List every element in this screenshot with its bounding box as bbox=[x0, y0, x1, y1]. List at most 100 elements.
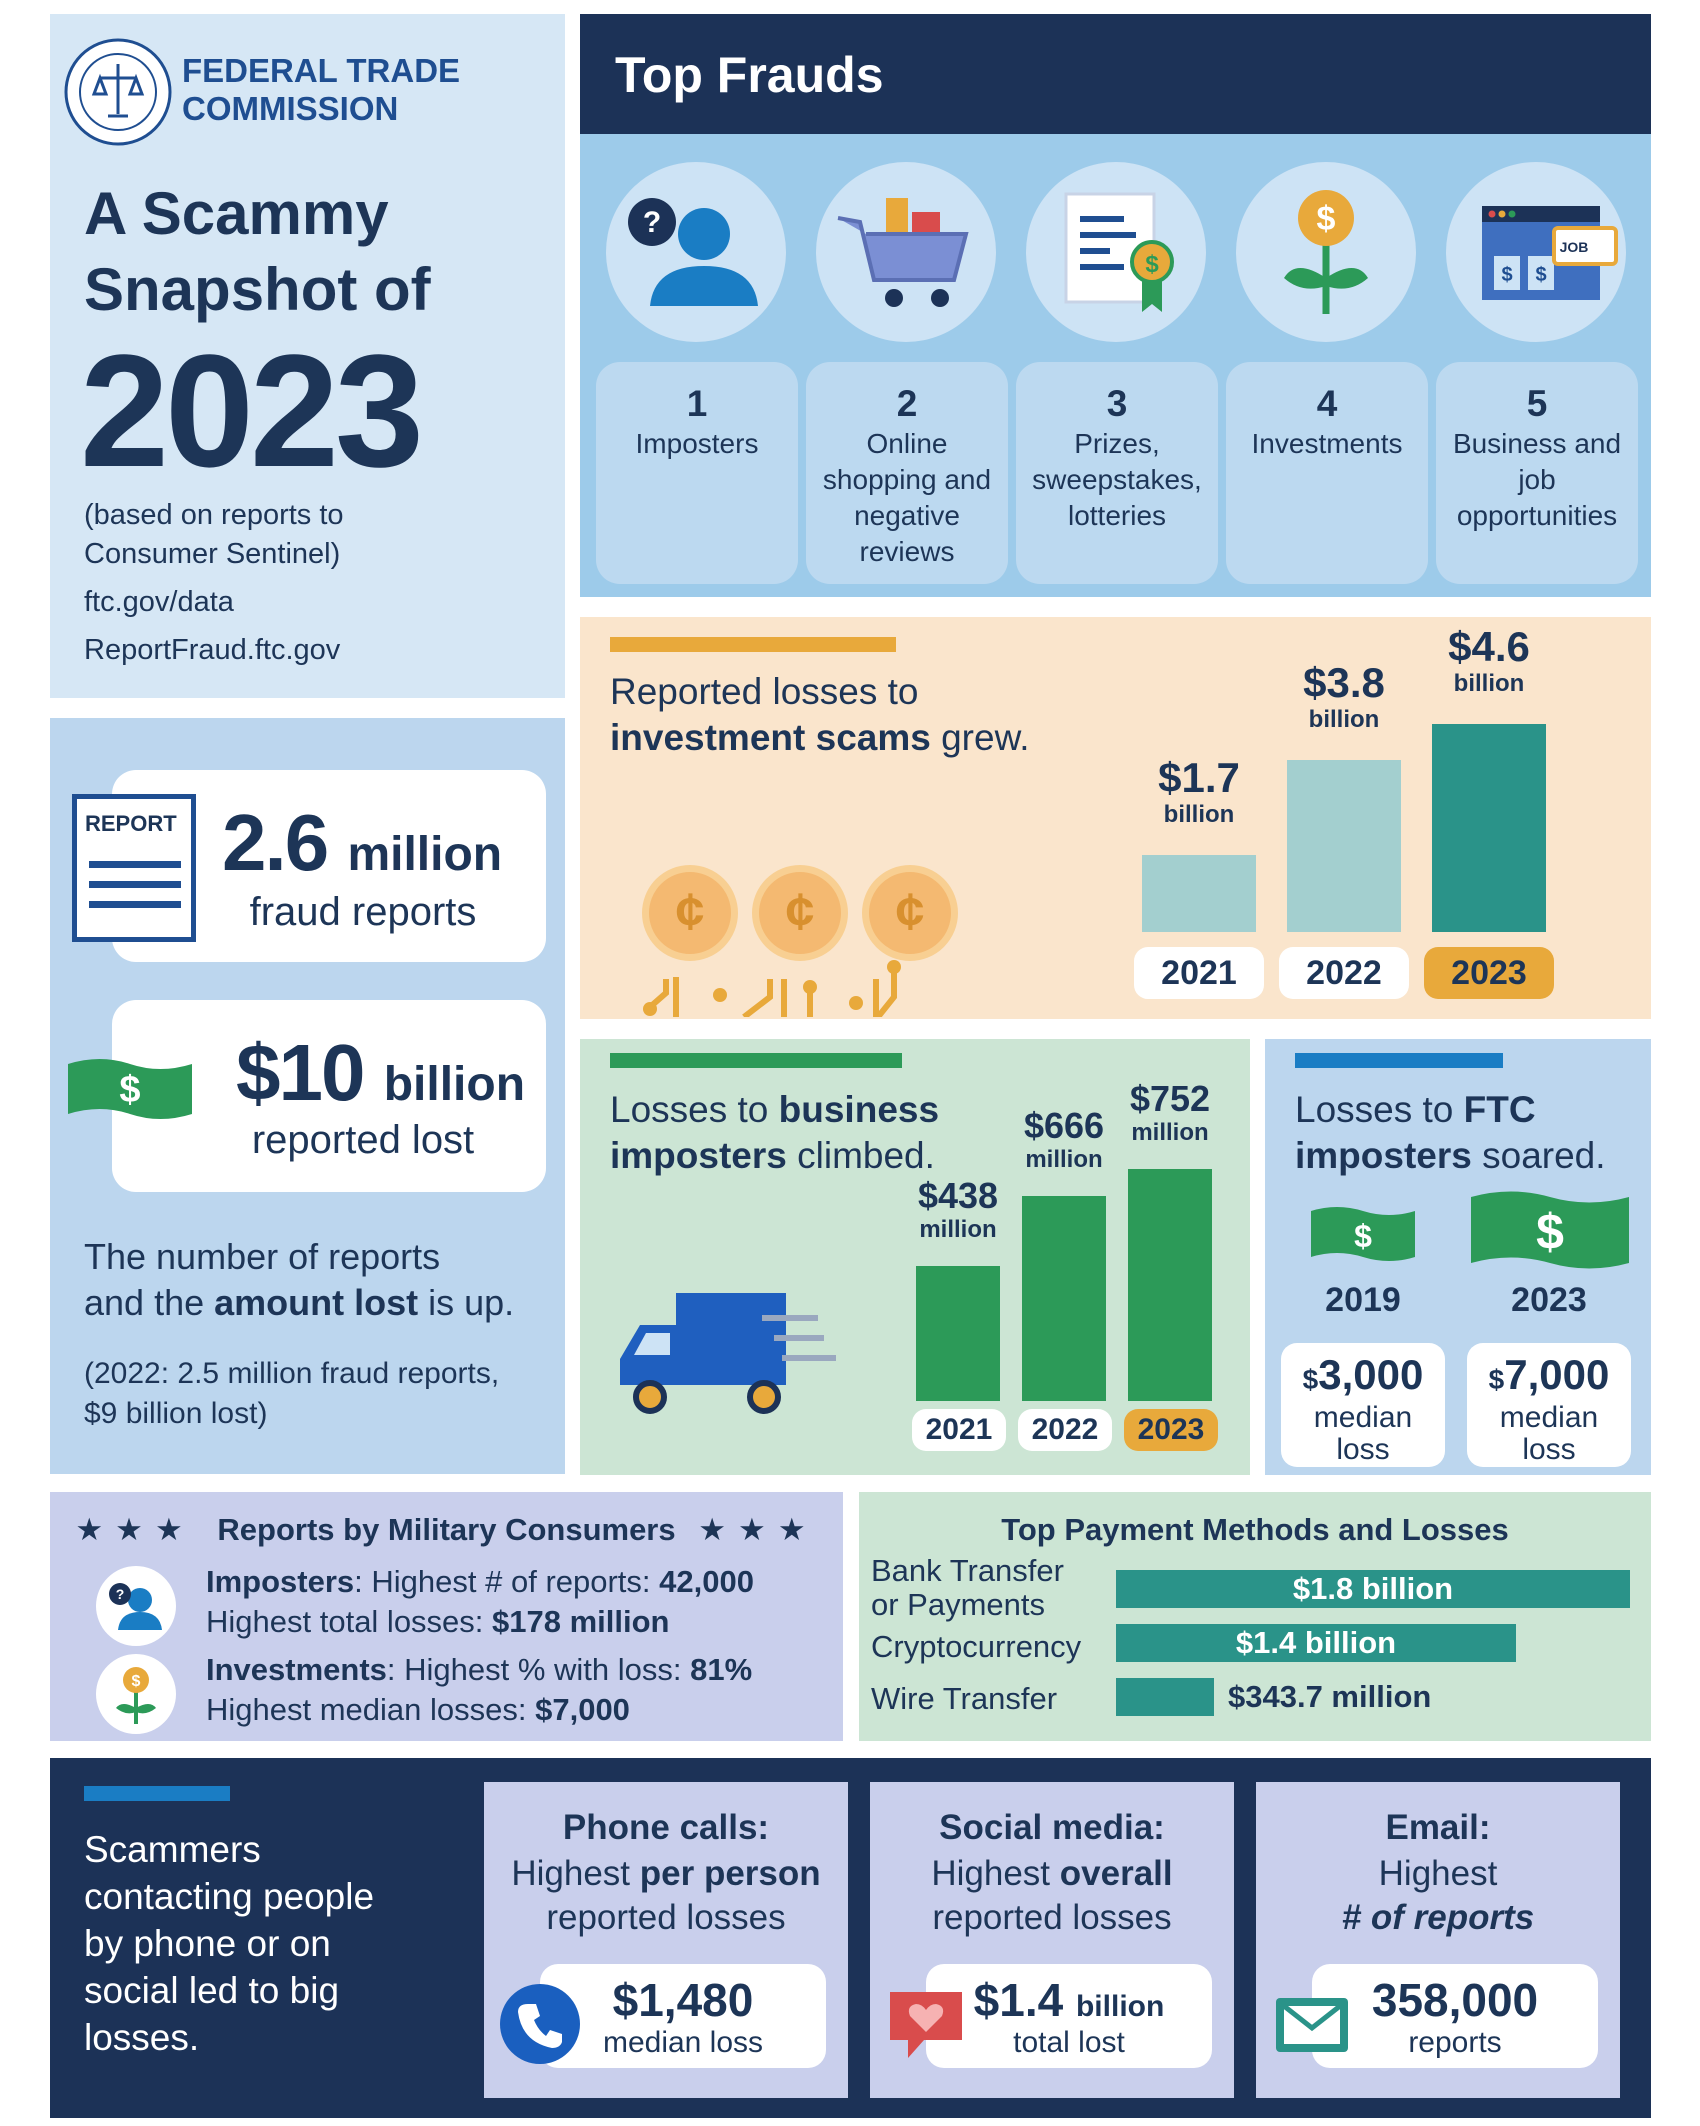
headline-bold: imposters bbox=[610, 1135, 787, 1176]
value-amount: $1.4 bbox=[973, 1974, 1064, 2026]
payment-value-label: $1.8 billion bbox=[1292, 1571, 1454, 1606]
card-stat-box: 358,000 reports bbox=[1312, 1964, 1598, 2068]
fraud-label: Business and job opportunities bbox=[1452, 428, 1622, 531]
heart-speech-bubble-icon bbox=[890, 1992, 962, 2058]
title-line-2: Snapshot of bbox=[84, 256, 431, 323]
payment-value-label: $343.7 million bbox=[1228, 1679, 1432, 1714]
bar-unit: million bbox=[1131, 1119, 1209, 1146]
svg-text:$: $ bbox=[1354, 1218, 1372, 1254]
email-card: Email: Highest # of reports 358,000 repo… bbox=[1256, 1782, 1620, 2098]
bar-value-label: $4.6 billion bbox=[1402, 626, 1576, 696]
accent-bar bbox=[610, 1053, 902, 1068]
loss-value: $10 bbox=[236, 1028, 365, 1117]
agency-line-2: COMMISSION bbox=[182, 90, 399, 127]
imposter-icon: ? bbox=[96, 1566, 176, 1646]
ftc-data-link[interactable]: ftc.gov/data bbox=[84, 586, 234, 618]
payment-bar bbox=[1116, 1570, 1630, 1608]
svg-text:?: ? bbox=[116, 1586, 125, 1602]
reports-value: 2.6 bbox=[222, 798, 329, 887]
money-plant-icon: $ bbox=[1236, 162, 1416, 342]
card-stat-box: $1,480 median loss bbox=[540, 1964, 826, 2068]
basis-line-1: (based on reports to bbox=[84, 499, 344, 531]
fraud-label: Prizes, sweepstakes, lotteries bbox=[1032, 428, 1202, 531]
headline-line: social led to big bbox=[84, 1970, 340, 2011]
investment-losses-panel: Reported losses to investment scams grew… bbox=[580, 617, 1651, 1019]
coin-icon: ¢ bbox=[752, 865, 848, 961]
basis-line-2: Consumer Sentinel) bbox=[84, 538, 341, 570]
coin-icon: ¢ bbox=[642, 865, 738, 961]
reports-count: 2.6 million bbox=[222, 798, 546, 900]
fraud-rank: 3 bbox=[1106, 383, 1128, 424]
median-loss-card: $7,000 median loss bbox=[1467, 1343, 1631, 1467]
text-span: Highest total losses: bbox=[206, 1604, 493, 1639]
cash-icon: $ bbox=[68, 1059, 192, 1119]
title-year: 2023 bbox=[80, 321, 424, 500]
svg-text:$: $ bbox=[1145, 251, 1159, 278]
delivery-truck-icon bbox=[620, 1293, 836, 1414]
contact-headline: Scammers contacting people by phone or o… bbox=[84, 1826, 424, 2061]
prev-line-2: $9 billion lost) bbox=[84, 1397, 268, 1430]
summary-stats-panel: REPORT 2.6 million fraud reports $ $10 b… bbox=[50, 718, 565, 1474]
sub-line-2: reported losses bbox=[932, 1898, 1172, 1937]
fraud-rank-card: 5 Business and job opportunities bbox=[1436, 362, 1638, 584]
star-icons: ★★★ bbox=[698, 1512, 818, 1547]
svg-text:$: $ bbox=[1501, 264, 1512, 286]
headline-line-2: imposters soared. bbox=[1295, 1133, 1635, 1179]
bar-value-label: $3.8 billion bbox=[1257, 662, 1431, 732]
payment-bar bbox=[1116, 1624, 1516, 1662]
fraud-rank: 1 bbox=[686, 383, 708, 424]
page-title: A Scammy Snapshot of bbox=[84, 176, 544, 328]
reports-unit: million bbox=[347, 828, 503, 881]
chart-bar bbox=[1432, 724, 1546, 932]
sub-pre: Highest bbox=[1378, 1854, 1498, 1893]
note-line-1: The number of reports bbox=[84, 1236, 441, 1277]
bar-unit: million bbox=[1025, 1146, 1103, 1173]
card-value-label: reports bbox=[1408, 2026, 1502, 2059]
label-line: or Payments bbox=[871, 1587, 1046, 1622]
investments-median: $7,000 bbox=[535, 1692, 630, 1727]
coin-circuit-icon bbox=[643, 960, 901, 1017]
card-value-label: total lost bbox=[1013, 2026, 1125, 2059]
bar-unit: million bbox=[919, 1216, 997, 1243]
headline-line: losses. bbox=[84, 2017, 200, 2058]
text-span: : Highest % with loss: bbox=[386, 1652, 691, 1687]
headline-post: climbed. bbox=[786, 1135, 935, 1176]
card-value: 358,000 bbox=[1312, 1974, 1598, 2026]
sub-bold: overall bbox=[1059, 1854, 1173, 1893]
chart-bar bbox=[1022, 1196, 1106, 1401]
bar-value: $438 bbox=[917, 1175, 999, 1216]
loss-unit: billion bbox=[383, 1058, 526, 1111]
report-fraud-link[interactable]: ReportFraud.ftc.gov bbox=[84, 634, 341, 666]
coin-icon: ¢ bbox=[862, 865, 958, 961]
investments-line-2: Highest median losses: $7,000 bbox=[206, 1690, 630, 1730]
card-subheading: Highest per person reported losses bbox=[484, 1852, 848, 1940]
median-loss-card: $3,000 median loss bbox=[1281, 1343, 1445, 1467]
note-pre: and the bbox=[84, 1282, 215, 1323]
accent-bar bbox=[1295, 1053, 1503, 1068]
fraud-rank-card: 2 Online shopping and negative reviews bbox=[806, 362, 1008, 584]
headline-bold: imposters bbox=[1295, 1135, 1472, 1176]
sub-bold: per person bbox=[639, 1854, 821, 1893]
bar-unit: billion bbox=[1163, 801, 1235, 828]
median-label: median bbox=[1313, 1401, 1413, 1434]
loss-label: reported lost bbox=[251, 1118, 475, 1162]
headline-line-1: Losses to business bbox=[610, 1087, 990, 1133]
payment-value-label: $1.4 billion bbox=[1235, 1625, 1397, 1660]
phone-icon bbox=[500, 1984, 580, 2064]
bar-value: $752 bbox=[1129, 1078, 1211, 1119]
label-line: Bank Transfer bbox=[871, 1553, 1064, 1588]
prize-certificate-icon: $ bbox=[1026, 162, 1206, 342]
chart-year-label: 2022 bbox=[1279, 947, 1409, 999]
report-icon-word: REPORT bbox=[85, 811, 177, 836]
cash-icon-large: $ bbox=[1471, 1191, 1629, 1269]
title-line-1: A Scammy bbox=[84, 180, 389, 247]
text-span: : Highest # of reports: bbox=[354, 1564, 660, 1599]
headline-pre: Losses to bbox=[610, 1089, 779, 1130]
fraud-rank-card: 1 Imposters bbox=[596, 362, 798, 584]
bar-value-label: $752 million bbox=[1098, 1081, 1242, 1145]
card-heading: Email: bbox=[1385, 1808, 1491, 1847]
headline-bold: FTC bbox=[1463, 1089, 1536, 1130]
median-label: loss bbox=[1522, 1433, 1576, 1466]
card-value-label: median loss bbox=[602, 2026, 764, 2059]
job-listing-icon: $ $ JOB bbox=[1446, 162, 1626, 342]
